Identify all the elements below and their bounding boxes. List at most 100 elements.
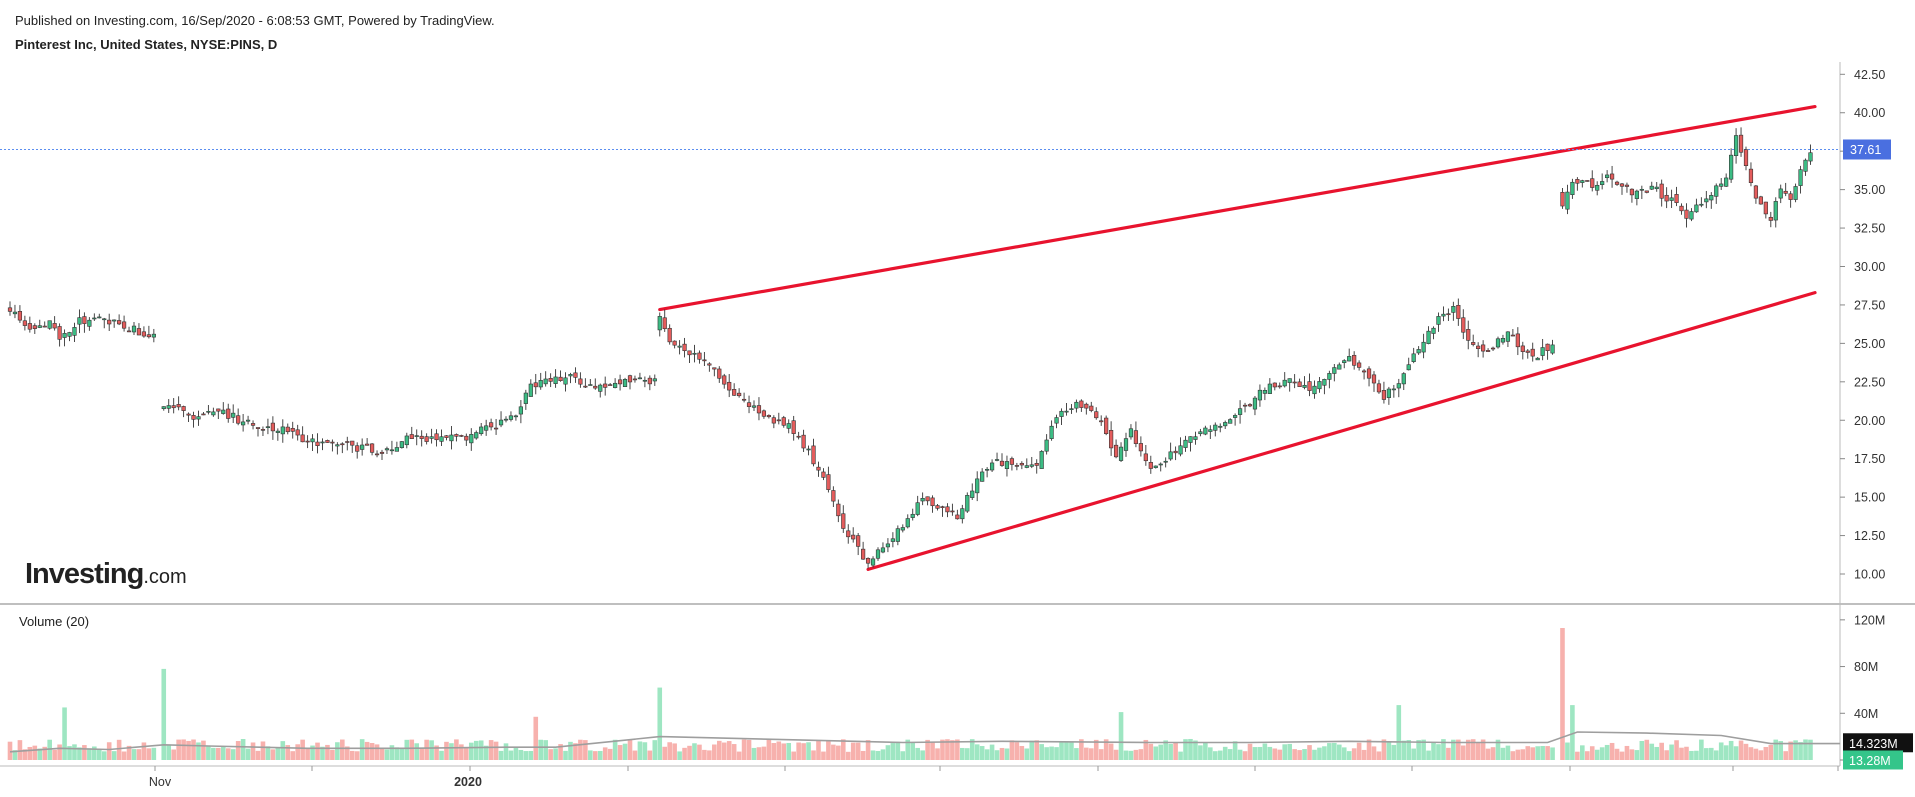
candle[interactable] bbox=[1436, 312, 1441, 332]
candle[interactable] bbox=[1064, 402, 1069, 416]
candle[interactable] bbox=[1669, 189, 1674, 208]
candle[interactable] bbox=[1748, 162, 1754, 187]
candle[interactable] bbox=[82, 312, 87, 333]
candle[interactable] bbox=[563, 372, 568, 392]
candle[interactable] bbox=[1342, 359, 1347, 369]
candle[interactable] bbox=[32, 323, 37, 334]
candle[interactable] bbox=[1352, 351, 1357, 370]
candle[interactable] bbox=[1371, 371, 1377, 392]
candle[interactable] bbox=[965, 492, 970, 513]
candle[interactable] bbox=[523, 389, 528, 410]
candle[interactable] bbox=[1481, 340, 1486, 358]
candle[interactable] bbox=[1575, 177, 1580, 191]
candle[interactable] bbox=[464, 433, 469, 446]
candle[interactable] bbox=[1014, 462, 1019, 471]
candle[interactable] bbox=[766, 414, 771, 419]
candle[interactable] bbox=[186, 412, 191, 423]
candle[interactable] bbox=[1431, 326, 1436, 340]
candle[interactable] bbox=[300, 426, 305, 443]
candle[interactable] bbox=[632, 375, 638, 383]
candle[interactable] bbox=[1396, 378, 1401, 398]
candle[interactable] bbox=[841, 505, 846, 533]
candle[interactable] bbox=[588, 378, 593, 386]
candle[interactable] bbox=[37, 319, 42, 329]
candle[interactable] bbox=[1029, 456, 1034, 469]
candle[interactable] bbox=[1297, 378, 1302, 388]
candle[interactable] bbox=[469, 428, 474, 451]
candle[interactable] bbox=[1113, 439, 1119, 459]
candle[interactable] bbox=[702, 351, 707, 367]
candle[interactable] bbox=[1287, 378, 1292, 392]
candle[interactable] bbox=[1128, 424, 1134, 440]
candle[interactable] bbox=[960, 504, 965, 524]
candle[interactable] bbox=[518, 400, 523, 424]
candle[interactable] bbox=[915, 495, 920, 517]
candle[interactable] bbox=[1808, 144, 1813, 165]
candle[interactable] bbox=[826, 466, 831, 493]
candle[interactable] bbox=[1411, 347, 1416, 364]
candle[interactable] bbox=[1272, 382, 1277, 391]
candle[interactable] bbox=[1624, 182, 1630, 193]
candle[interactable] bbox=[131, 321, 137, 335]
candle[interactable] bbox=[216, 408, 221, 420]
candle[interactable] bbox=[627, 374, 633, 390]
candle[interactable] bbox=[1332, 364, 1337, 382]
candle[interactable] bbox=[935, 503, 940, 511]
candle[interactable] bbox=[1495, 336, 1501, 349]
candle[interactable] bbox=[1773, 197, 1778, 228]
candle[interactable] bbox=[1743, 146, 1749, 171]
candle[interactable] bbox=[732, 383, 737, 396]
candle[interactable] bbox=[1446, 308, 1451, 321]
candle[interactable] bbox=[1203, 425, 1208, 436]
candle[interactable] bbox=[885, 538, 891, 553]
candle[interactable] bbox=[1619, 183, 1625, 195]
candle[interactable] bbox=[141, 326, 147, 338]
candle[interactable] bbox=[568, 372, 573, 384]
candle[interactable] bbox=[1237, 400, 1243, 424]
candle[interactable] bbox=[1158, 462, 1163, 472]
candle[interactable] bbox=[945, 503, 950, 518]
candle[interactable] bbox=[573, 367, 578, 383]
candle[interactable] bbox=[1778, 184, 1783, 204]
candle[interactable] bbox=[910, 508, 915, 521]
candle[interactable] bbox=[652, 374, 657, 386]
candle[interactable] bbox=[608, 383, 613, 386]
candle[interactable] bbox=[102, 317, 107, 329]
candle[interactable] bbox=[1104, 415, 1109, 436]
candle[interactable] bbox=[340, 442, 345, 454]
candle[interactable] bbox=[548, 373, 553, 388]
candle[interactable] bbox=[17, 305, 23, 323]
candle[interactable] bbox=[459, 434, 464, 437]
candle[interactable] bbox=[870, 556, 876, 568]
candle[interactable] bbox=[1401, 372, 1406, 391]
candle[interactable] bbox=[1084, 402, 1089, 415]
candle[interactable] bbox=[1218, 423, 1223, 433]
candle[interactable] bbox=[538, 372, 543, 390]
candle[interactable] bbox=[1560, 187, 1565, 209]
candle[interactable] bbox=[1600, 173, 1605, 190]
candle[interactable] bbox=[1451, 301, 1456, 321]
candle[interactable] bbox=[87, 317, 92, 331]
candle[interactable] bbox=[1644, 190, 1649, 194]
candle[interactable] bbox=[687, 350, 692, 363]
candle[interactable] bbox=[305, 435, 310, 449]
candle[interactable] bbox=[836, 499, 841, 523]
candle[interactable] bbox=[161, 406, 166, 411]
candle[interactable] bbox=[697, 350, 702, 364]
candle[interactable] bbox=[1267, 378, 1272, 395]
candle[interactable] bbox=[890, 532, 895, 548]
candle[interactable] bbox=[1788, 191, 1793, 208]
candle[interactable] bbox=[325, 439, 330, 443]
candle[interactable] bbox=[1079, 399, 1084, 412]
candle[interactable] bbox=[543, 371, 548, 387]
candle[interactable] bbox=[1004, 455, 1010, 477]
candle[interactable] bbox=[1094, 407, 1099, 420]
candle[interactable] bbox=[856, 532, 861, 556]
candle[interactable] bbox=[781, 415, 786, 428]
candle[interactable] bbox=[1525, 349, 1530, 359]
candle[interactable] bbox=[265, 418, 271, 435]
candle[interactable] bbox=[121, 315, 127, 332]
candle[interactable] bbox=[355, 442, 360, 459]
candle[interactable] bbox=[1456, 298, 1461, 326]
